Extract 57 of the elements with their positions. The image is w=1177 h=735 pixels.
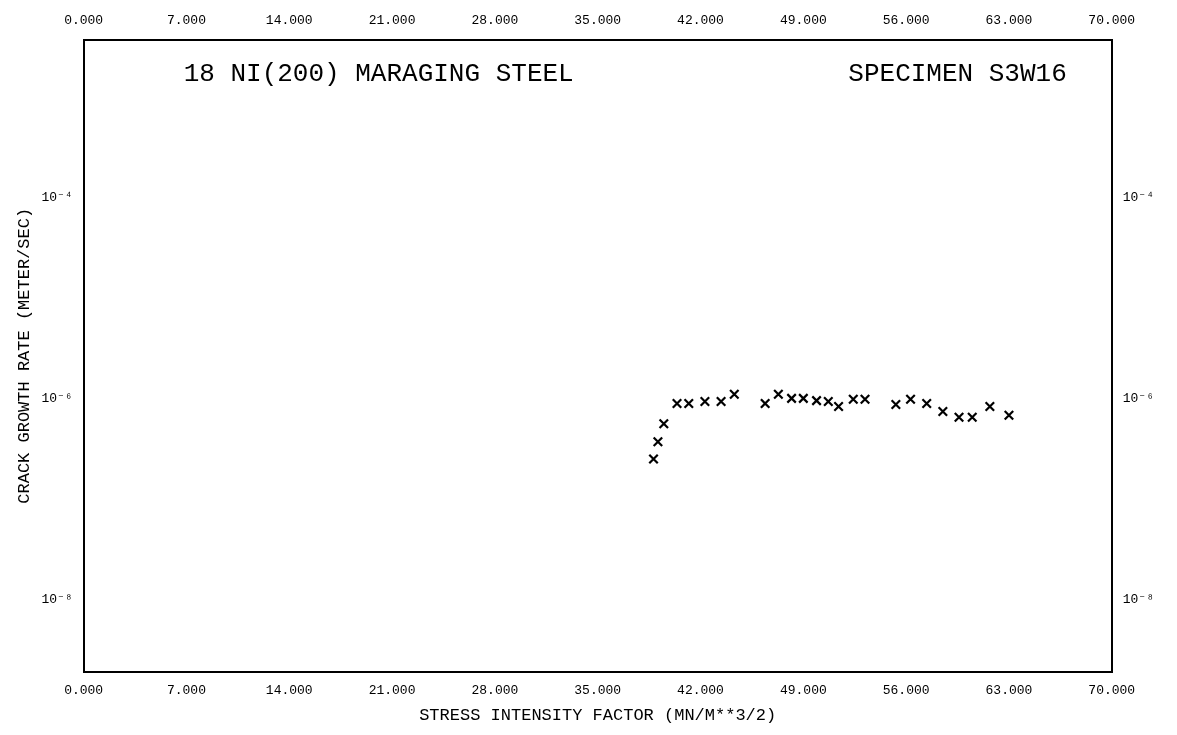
point (822, 396, 834, 407)
point (648, 453, 659, 465)
text: 10⁻⁶ (1122, 390, 1154, 406)
y-tick-label: 10⁻⁶ (41, 390, 73, 406)
x-tick-label: 49.000 (779, 13, 827, 29)
point (797, 393, 809, 404)
x-tick-label: 56.000 (882, 13, 930, 29)
point (921, 398, 933, 409)
point (833, 401, 844, 412)
point (699, 396, 711, 407)
point (786, 393, 797, 404)
point (715, 396, 727, 407)
x2-tick-label: 49.000 (779, 683, 827, 699)
x-axis-title: STRESS INTENSITY FACTOR (MN/M**3/2) (419, 706, 777, 726)
x2-tick-label: 21.000 (368, 683, 416, 699)
y-tick-label: 10⁻⁴ (41, 189, 73, 205)
x2-tick-label: 70.000 (1088, 683, 1136, 699)
text: 10⁻⁴ (1122, 189, 1154, 205)
point (671, 398, 683, 409)
x-tick-label: 63.000 (985, 13, 1033, 29)
x-tick-label: 70.000 (1088, 13, 1136, 29)
text: 10⁻⁸ (1122, 591, 1154, 607)
point (984, 401, 996, 412)
x-tick-label: 28.000 (471, 13, 519, 29)
x2-tick-label: 56.000 (882, 683, 930, 699)
point (859, 393, 871, 405)
x2-tick-label: 14.000 (265, 683, 313, 699)
x-tick-label: 0.000 (64, 13, 104, 29)
point (905, 393, 916, 405)
point (953, 411, 965, 423)
x2-tick-label: 28.000 (471, 683, 519, 699)
point (811, 395, 822, 406)
y-tick-label: 10⁻⁸ (41, 591, 73, 607)
x2-tick-label: 0.000 (64, 683, 104, 699)
x-tick-label: 14.000 (265, 13, 313, 29)
x2-tick-label: 7.000 (166, 683, 206, 699)
x-tick-label: 35.000 (574, 13, 622, 29)
point (937, 406, 949, 417)
point (847, 393, 859, 405)
point (773, 388, 784, 400)
point (759, 398, 771, 409)
x2-tick-label: 63.000 (985, 683, 1033, 699)
point (966, 411, 978, 423)
x2-tick-label: 35.000 (574, 683, 622, 699)
annotation: 18 NI(200) MARAGING STEEL (183, 59, 574, 90)
point (683, 398, 695, 409)
point (652, 436, 664, 448)
annotation: SPECIMEN S3W16 (848, 59, 1067, 90)
x-tick-label: 21.000 (368, 13, 416, 29)
point (1003, 409, 1015, 421)
x-tick-label: 7.000 (166, 13, 206, 29)
y-axis-title: CRACK GROWTH RATE (METER/SEC) (14, 207, 34, 504)
x2-tick-label: 42.000 (677, 683, 724, 699)
x-tick-label: 42.000 (677, 13, 724, 29)
point (728, 388, 740, 400)
point (890, 399, 902, 410)
point (658, 418, 670, 430)
